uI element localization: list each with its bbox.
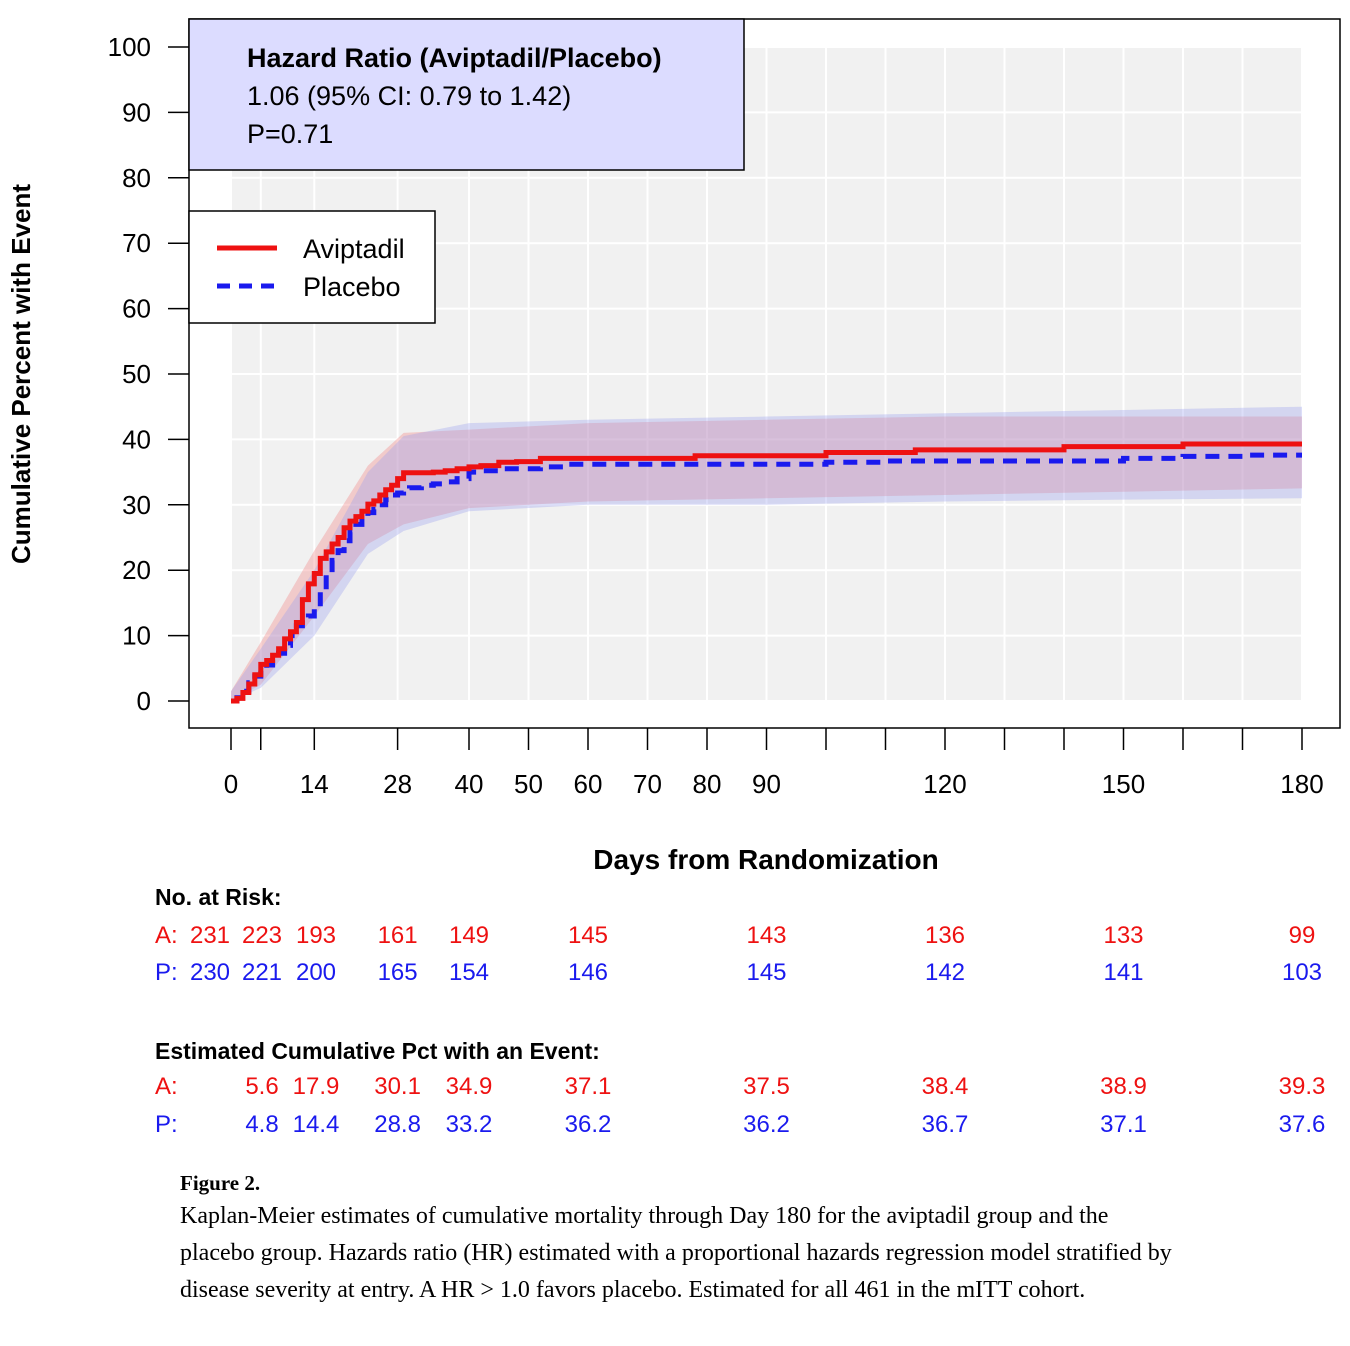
- x-tick-label: 150: [1102, 769, 1145, 799]
- event-table-cell: 36.2: [564, 1111, 612, 1138]
- risk-table-cell: 154: [448, 959, 490, 986]
- x-axis-label: Days from Randomization: [593, 844, 938, 875]
- hazard-ratio-pvalue: P=0.71: [247, 119, 333, 149]
- y-axis-label: Cumulative Percent with Event: [6, 184, 36, 564]
- legend-label-aviptadil: Aviptadil: [303, 234, 405, 264]
- event-table-cell: 36.7: [921, 1111, 969, 1138]
- event-table-cell: 37.6: [1278, 1111, 1326, 1138]
- event-table-cell: 38.9: [1100, 1073, 1147, 1100]
- risk-table-row-label: A:: [155, 922, 178, 949]
- event-table-cell: 37.1: [1100, 1111, 1147, 1138]
- risk-table-cell: 141: [1103, 959, 1144, 986]
- event-table-cell: 37.1: [564, 1073, 612, 1100]
- x-tick-label: 50: [514, 769, 543, 799]
- y-tick-label: 30: [122, 490, 151, 520]
- confidence-bands: [231, 406, 1302, 701]
- risk-table-cell: 103: [1281, 959, 1323, 986]
- event-table-cell: 36.2: [743, 1111, 790, 1138]
- figure-label: Figure 2.: [180, 1171, 261, 1195]
- risk-table-cell: 165: [377, 959, 418, 986]
- event-table-cell: 33.2: [445, 1111, 493, 1138]
- hazard-ratio-box: Hazard Ratio (Aviptadil/Placebo) 1.06 (9…: [188, 18, 745, 171]
- event-table-cell: 34.9: [445, 1073, 493, 1100]
- risk-table-cell: 223: [241, 922, 283, 949]
- x-tick-label: 90: [752, 769, 781, 799]
- event-table-row-label: P:: [155, 1111, 178, 1138]
- confidence-band-aviptadil: [231, 416, 1302, 701]
- legend-box: [188, 210, 436, 324]
- x-tick-label: 40: [455, 769, 484, 799]
- legend-label-placebo: Placebo: [303, 272, 401, 302]
- x-tick-label: 28: [383, 769, 412, 799]
- event-table-cell: 17.9: [292, 1073, 340, 1100]
- risk-table-cell: 193: [295, 922, 337, 949]
- y-tick-label: 10: [122, 621, 151, 651]
- y-axis: 0 10 20 30 40 50 60 70 80 90 100: [108, 32, 189, 716]
- x-tick-label: 0: [224, 769, 238, 799]
- series-lines: [231, 441, 1302, 704]
- y-tick-label: 70: [122, 228, 151, 258]
- x-axis: 0 14 28 40 50 60 70 80 90 120 150 180: [224, 728, 1324, 799]
- event-table-cell: 28.8: [374, 1111, 421, 1138]
- risk-table-cell: 145: [746, 959, 787, 986]
- event-table-cell: 4.8: [245, 1111, 279, 1138]
- confidence-band-placebo: [231, 406, 1302, 701]
- event-table-cell: 37.5: [743, 1073, 790, 1100]
- event-table-cell: 39.3: [1278, 1073, 1326, 1100]
- x-tick-label: 180: [1280, 769, 1323, 799]
- y-tick-label: 0: [137, 686, 151, 716]
- hazard-ratio-title: Hazard Ratio (Aviptadil/Placebo): [247, 43, 662, 73]
- risk-table-cell: 161: [377, 922, 418, 949]
- risk-table-cell: 136: [924, 922, 966, 949]
- risk-table-cell: 230: [189, 959, 231, 986]
- risk-table-cell: 149: [448, 922, 490, 949]
- x-tick-label: 60: [574, 769, 603, 799]
- risk-table-cell: 146: [567, 959, 609, 986]
- x-tick-label: 120: [923, 769, 966, 799]
- risk-table-cell: 145: [567, 922, 609, 949]
- risk-table-cell: 142: [924, 959, 966, 986]
- risk-table-title: No. at Risk:: [155, 884, 282, 910]
- y-tick-label: 90: [122, 97, 151, 127]
- event-table-cell: 14.4: [292, 1111, 340, 1138]
- y-tick-label: 100: [108, 32, 151, 62]
- risk-table-cell: 231: [189, 922, 231, 949]
- risk-table-cell: 143: [746, 922, 787, 949]
- risk-table-cell: 200: [295, 959, 337, 986]
- legend: Aviptadil Placebo: [188, 210, 436, 324]
- figure-caption: Figure 2. Kaplan-Meier estimates of cumu…: [180, 1168, 1180, 1309]
- risk-table-cell: 133: [1103, 922, 1144, 949]
- risk-table-cell: 99: [1288, 922, 1316, 949]
- event-table-cell: 38.4: [921, 1073, 969, 1100]
- risk-table-cell: 221: [241, 959, 283, 986]
- y-tick-label: 50: [122, 359, 151, 389]
- event-table-cell: 30.1: [374, 1073, 421, 1100]
- event-table-title: Estimated Cumulative Pct with an Event:: [155, 1038, 600, 1064]
- figure-caption-text: Kaplan-Meier estimates of cumulative mor…: [180, 1203, 1172, 1303]
- event-table-row-label: A:: [155, 1073, 178, 1100]
- x-tick-label: 80: [693, 769, 722, 799]
- x-tick-label: 14: [300, 769, 329, 799]
- y-tick-label: 60: [122, 294, 151, 324]
- x-tick-label: 70: [633, 769, 662, 799]
- hazard-ratio-value: 1.06 (95% CI: 0.79 to 1.42): [247, 81, 571, 111]
- y-tick-label: 20: [122, 555, 151, 585]
- y-tick-label: 40: [122, 424, 151, 454]
- risk-table-row-label: P:: [155, 959, 178, 986]
- hazard-ratio-box-bg: [188, 18, 745, 171]
- series-line-aviptadil: [231, 441, 1302, 704]
- event-table-cell: 5.6: [245, 1073, 279, 1100]
- y-tick-label: 80: [122, 163, 151, 193]
- km-chart: 0 10 20 30 40 50 60 70 80 90 100 0 14 28 40 50 60 70 80 90…: [6, 18, 1341, 875]
